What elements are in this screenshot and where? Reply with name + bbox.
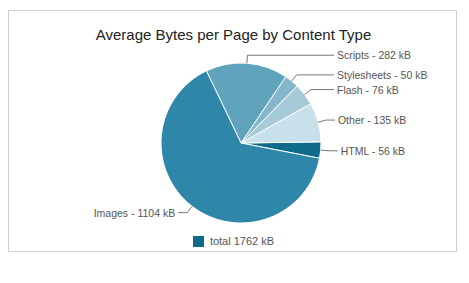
svg-text:HTML - 56 kB: HTML - 56 kB <box>341 145 405 157</box>
svg-text:Stylesheets - 50 kB: Stylesheets - 50 kB <box>337 69 427 81</box>
html-text:total 1762 kB: total 1762 kB <box>209 235 275 247</box>
html-text:Average Bytes per Page by Cont: Average Bytes per Page by Content Type <box>95 26 372 43</box>
svg-text:Scripts - 282 kB: Scripts - 282 kB <box>337 49 411 61</box>
svg-text:Images - 1104 kB: Images - 1104 kB <box>94 207 176 219</box>
svg-text:Other - 135 kB: Other - 135 kB <box>338 114 406 126</box>
svg-text:Flash - 76 kB: Flash - 76 kB <box>337 84 399 96</box>
